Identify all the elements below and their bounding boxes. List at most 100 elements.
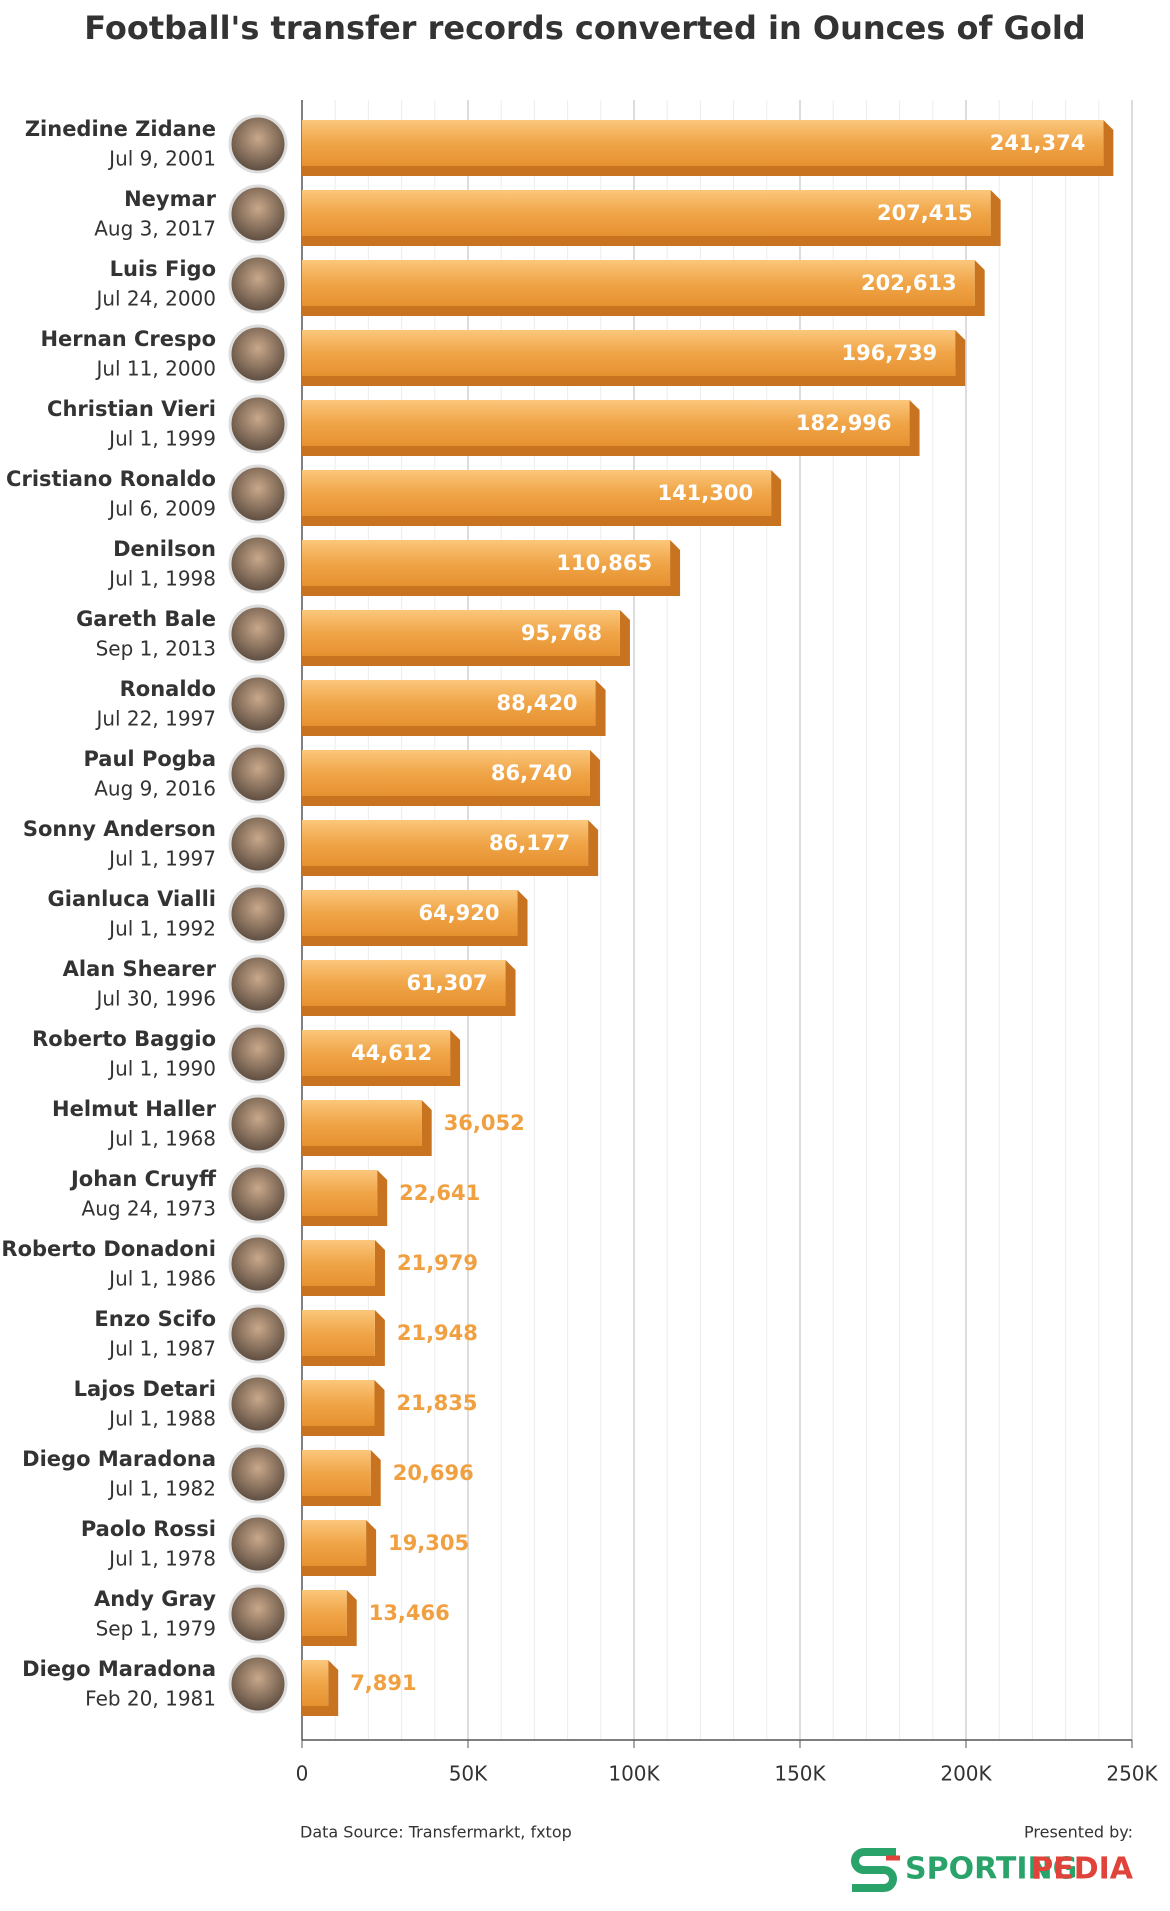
transfer-date: Sep 1, 2013	[96, 637, 216, 661]
value-label: 21,835	[396, 1391, 477, 1415]
brand-pedia: PEDIA	[1031, 1852, 1134, 1887]
bar-depth	[302, 1240, 385, 1296]
transfer-date: Jul 1, 1992	[107, 917, 216, 941]
transfer-date: Jul 1, 1988	[107, 1407, 216, 1431]
bar	[302, 680, 596, 726]
bar-depth	[302, 750, 600, 806]
value-label: 7,891	[350, 1671, 416, 1695]
bar	[302, 1310, 375, 1356]
value-label: 182,996	[796, 411, 892, 435]
player-photo	[228, 1444, 288, 1504]
logo-icon	[851, 1848, 897, 1892]
bar-depth	[302, 190, 1001, 246]
player-photo	[228, 1234, 288, 1294]
bar	[302, 1450, 371, 1496]
transfer-date: Aug 3, 2017	[94, 217, 216, 241]
bar	[302, 1380, 375, 1426]
value-label: 21,979	[397, 1251, 478, 1275]
transfer-date: Jul 24, 2000	[94, 287, 216, 311]
transfer-date: Jul 1, 1999	[107, 427, 216, 451]
bar-depth	[302, 1100, 432, 1156]
value-label: 110,865	[556, 551, 652, 575]
player-photo	[228, 114, 288, 174]
value-label: 86,740	[491, 761, 572, 785]
transfer-date: Sep 1, 1979	[96, 1617, 216, 1641]
bar-depth	[302, 400, 920, 456]
bar-depth	[302, 1520, 377, 1576]
player-name: Luis Figo	[110, 257, 216, 281]
bar-depth	[302, 470, 782, 526]
bar	[302, 960, 506, 1006]
transfer-date: Jul 1, 1982	[107, 1477, 216, 1501]
bar	[302, 190, 991, 236]
bar	[302, 1660, 329, 1706]
value-label: 196,739	[842, 341, 938, 365]
player-photo	[228, 814, 288, 874]
bar	[302, 470, 772, 516]
bar	[302, 820, 589, 866]
bar	[302, 1520, 367, 1566]
player-name: Johan Cruyff	[69, 1167, 217, 1191]
bar-depth	[302, 1590, 357, 1646]
bar	[302, 540, 671, 586]
player-photo	[228, 254, 288, 314]
player-name: Gareth Bale	[76, 607, 216, 631]
player-photo	[228, 464, 288, 524]
transfer-date: Jul 11, 2000	[94, 357, 216, 381]
bar	[302, 750, 590, 796]
player-photo	[228, 1094, 288, 1154]
bar-depth	[302, 330, 966, 386]
brand-logo	[851, 1848, 900, 1892]
transfer-date: Jul 1, 1997	[107, 847, 216, 871]
player-photo	[228, 674, 288, 734]
transfer-date: Jul 1, 1990	[107, 1057, 216, 1081]
player-photo	[228, 1514, 288, 1574]
bar-depth	[302, 680, 606, 736]
transfer-date: Jul 1, 1986	[107, 1267, 216, 1291]
bar	[302, 890, 518, 936]
player-photo	[228, 744, 288, 804]
value-label: 95,768	[521, 621, 602, 645]
value-label: 86,177	[489, 831, 570, 855]
player-name: Roberto Baggio	[32, 1027, 216, 1051]
player-name: Cristiano Ronaldo	[6, 467, 216, 491]
player-photo	[228, 324, 288, 384]
player-name: Zinedine Zidane	[25, 117, 216, 141]
bar-depth	[302, 540, 681, 596]
x-tick-label: 50K	[449, 1762, 488, 1786]
bar-depth	[302, 1380, 385, 1436]
bar-depth	[302, 1660, 339, 1716]
player-photo	[228, 884, 288, 944]
bar-depth	[302, 890, 528, 946]
bar	[302, 1240, 375, 1286]
player-photo	[228, 534, 288, 594]
value-label: 44,612	[351, 1041, 432, 1065]
presented-by: Presented by:	[1024, 1823, 1133, 1842]
x-tick-label: 0	[296, 1762, 309, 1786]
player-photo	[228, 1164, 288, 1224]
bar-depth	[302, 1170, 388, 1226]
value-label: 61,307	[406, 971, 487, 995]
bar	[302, 1030, 451, 1076]
value-label: 141,300	[657, 481, 753, 505]
player-photo	[228, 1374, 288, 1434]
bar-depth	[302, 120, 1114, 176]
bar	[302, 1100, 422, 1146]
transfer-date: Aug 9, 2016	[94, 777, 216, 801]
transfer-date: Jul 22, 1997	[94, 707, 216, 731]
player-photo	[228, 184, 288, 244]
transfer-date: Feb 20, 1981	[85, 1687, 216, 1711]
player-name: Andy Gray	[94, 1587, 216, 1611]
brand-sporting: SPORTING	[905, 1852, 1077, 1887]
value-label: 207,415	[877, 201, 973, 225]
bar-depth	[302, 260, 985, 316]
player-name: Ronaldo	[120, 677, 216, 701]
transfer-date: Jul 1, 1987	[107, 1337, 216, 1361]
player-name: Denilson	[113, 537, 216, 561]
player-photo	[228, 1654, 288, 1714]
bar-depth	[302, 960, 516, 1016]
value-label: 19,305	[388, 1531, 469, 1555]
player-name: Christian Vieri	[47, 397, 216, 421]
chart-title: Football's transfer records converted in…	[84, 9, 1085, 47]
